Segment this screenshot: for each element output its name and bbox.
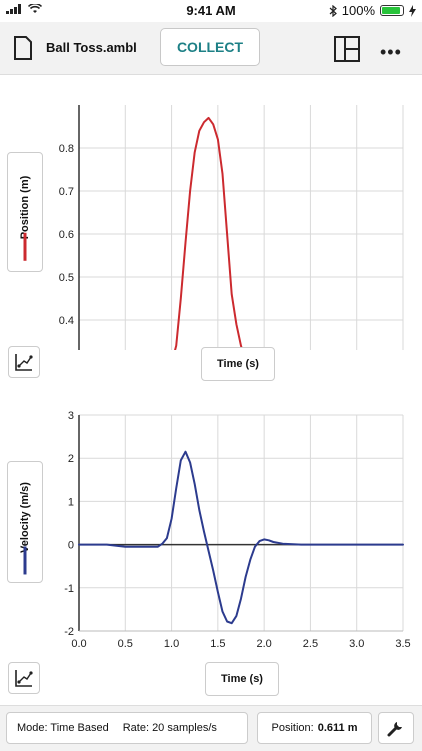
position-xlabel: Time (s): [217, 358, 259, 370]
x-tick-label: 1.0: [164, 638, 179, 650]
series-line: [78, 450, 404, 625]
more-icon[interactable]: •••: [380, 42, 402, 62]
y-tick-label: -1: [64, 583, 74, 595]
velocity-plot[interactable]: 0.0 0.5 1.0 1.5 2.0 2.5 3.0 3.5 -2 -1 0 1 2 3: [0, 405, 422, 665]
velocity-chart: Velocity (m/s) 0.0 0.5 1.0 1.5 2.0 2.5 3.0 3.5 -…: [0, 405, 422, 705]
position-meter-label: Position:: [271, 722, 314, 734]
y-tick-label: -2: [64, 626, 74, 638]
position-meter-value: 0.611 m: [317, 722, 358, 734]
battery-icon: [380, 5, 404, 16]
bottom-bar: Mode: Time Based Rate: 20 samples/s Posi…: [0, 705, 422, 751]
y-tick-label: 2: [68, 453, 74, 465]
y-tick-label: 0.4: [59, 315, 74, 327]
x-tick-label: 2.0: [256, 638, 271, 650]
velocity-graph-tools-button[interactable]: [8, 662, 40, 694]
data-collection-mode-button[interactable]: Mode: Time Based Rate: 20 samples/s: [6, 712, 248, 744]
battery-percent: 100%: [341, 3, 375, 18]
velocity-ylabel-box[interactable]: Velocity (m/s): [7, 461, 43, 583]
velocity-xlabel-box[interactable]: Time (s): [205, 662, 279, 696]
x-tick-label: 3.5: [395, 638, 410, 650]
status-bar: 9:41 AM 100%: [0, 0, 422, 22]
file-name[interactable]: Ball Toss.ambl: [46, 40, 137, 55]
chart-options-icon: [15, 354, 33, 371]
position-ylabel-box[interactable]: Position (m): [7, 152, 43, 272]
wrench-icon: [387, 722, 402, 737]
sensor-tools-button[interactable]: [378, 712, 414, 744]
wifi-icon: [28, 4, 42, 13]
mode-label: Mode: Time Based: [17, 722, 109, 734]
y-tick-label: 0.7: [59, 186, 74, 198]
series-line: [174, 116, 244, 350]
x-tick-label: 2.5: [303, 638, 318, 650]
position-chart: Position (m) 0.00.51.01.52.02.53.03.50.2…: [0, 90, 422, 390]
x-tick-label: 0.0: [71, 638, 86, 650]
y-tick-label: 0.6: [59, 229, 74, 241]
collect-button[interactable]: COLLECT: [160, 28, 260, 66]
charging-icon: [409, 4, 416, 17]
y-tick-label: 0.5: [59, 272, 74, 284]
sensor-meter-button[interactable]: Position: 0.611 m: [257, 712, 372, 744]
layout-icon[interactable]: [334, 36, 360, 62]
chart-options-icon: [15, 670, 33, 687]
y-tick-label: 0.8: [59, 143, 74, 155]
rate-label: Rate: 20 samples/s: [122, 722, 217, 734]
y-tick-label: 0: [68, 540, 74, 552]
file-icon[interactable]: [14, 36, 32, 60]
x-tick-label: 3.0: [349, 638, 364, 650]
position-plot[interactable]: 0.00.51.01.52.02.53.03.50.20.30.40.50.60…: [0, 90, 422, 350]
y-tick-label: 1: [68, 496, 74, 508]
velocity-xlabel: Time (s): [221, 673, 263, 685]
status-time: 9:41 AM: [186, 3, 236, 18]
signal-icon: [6, 4, 21, 14]
y-tick-label: 3: [68, 410, 74, 422]
position-graph-tools-button[interactable]: [8, 346, 40, 378]
bluetooth-icon: [329, 4, 337, 17]
x-tick-label: 0.5: [118, 638, 133, 650]
position-xlabel-box[interactable]: Time (s): [201, 347, 275, 381]
x-tick-label: 1.5: [210, 638, 225, 650]
toolbar: Ball Toss.ambl COLLECT •••: [0, 22, 422, 75]
